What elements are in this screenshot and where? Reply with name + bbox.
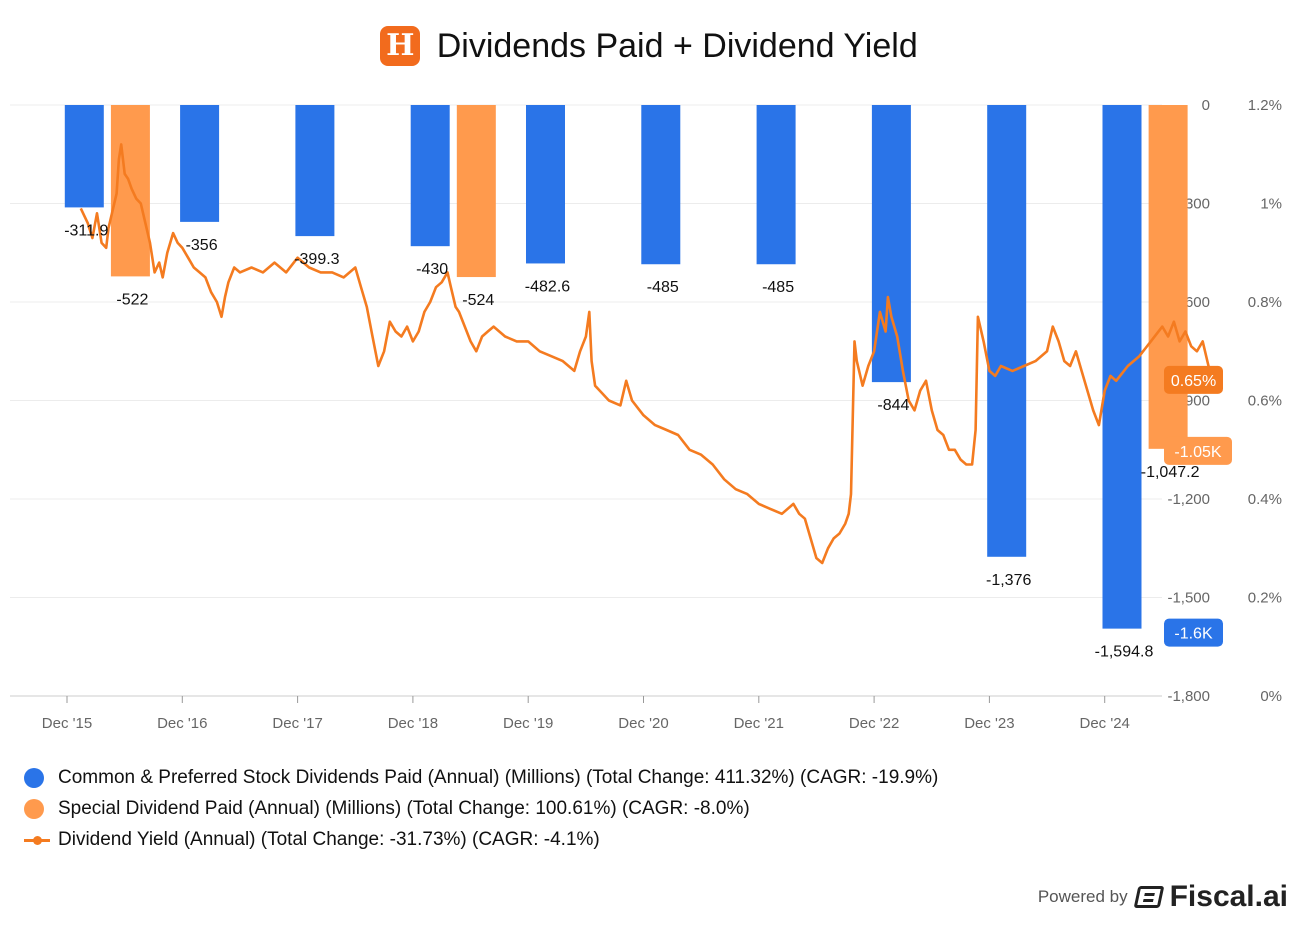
x-tick-label: Dec '23: [964, 715, 1014, 732]
y-left-tick-label: -1,500: [1167, 590, 1210, 607]
x-tick-label: Dec '20: [618, 715, 668, 732]
legend-label-common: Common & Preferred Stock Dividends Paid …: [58, 766, 939, 788]
special-dividend-badge-label: -1.05K: [1174, 444, 1221, 461]
chart-title: Dividends Paid + Dividend Yield: [436, 26, 918, 65]
common-dividend-bar: [525, 105, 565, 264]
x-tick-label: Dec '21: [734, 715, 784, 732]
y-right-tick-label: 1.2%: [1248, 97, 1282, 114]
x-tick-label: Dec '24: [1080, 715, 1130, 732]
common-dividend-data-label: -356: [186, 237, 218, 254]
common-dividend-data-label: -485: [762, 279, 794, 296]
legend-label-yield: Dividend Yield (Annual) (Total Change: -…: [58, 828, 600, 850]
special-dividend-data-label: -524: [462, 292, 494, 309]
legend: Common & Preferred Stock Dividends Paid …: [24, 762, 938, 855]
common-dividend-bar: [987, 105, 1027, 557]
brand-logo: Fiscal.ai: [1133, 880, 1288, 914]
common-dividend-bar: [756, 105, 796, 265]
legend-label-special: Special Dividend Paid (Annual) (Millions…: [58, 797, 750, 819]
special-dividend-badge: [1164, 436, 1232, 465]
legend-swatch-special: [24, 798, 44, 819]
x-tick-label: Dec '16: [157, 715, 207, 732]
chart-title-area: H Dividends Paid + Dividend Yield: [0, 26, 1298, 66]
x-tick-label: Dec '15: [42, 715, 92, 732]
fiscal-logo-icon: [1133, 886, 1164, 908]
common-dividend-data-label: -1,594.8: [1095, 644, 1154, 661]
common-dividend-data-label: -1,376: [986, 572, 1031, 589]
y-left-tick-label: -1,200: [1167, 491, 1210, 508]
x-tick-label: Dec '19: [503, 715, 553, 732]
common-dividend-data-label: -311.9: [64, 222, 108, 239]
common-dividend-badge-label: -1.6K: [1174, 626, 1213, 643]
common-dividend-bar: [64, 105, 104, 208]
common-dividend-data-label: -430: [416, 261, 448, 278]
y-right-tick-label: 1%: [1260, 196, 1282, 213]
y-right-tick-label: 0.6%: [1248, 393, 1282, 410]
dividend-yield-line: [79, 143, 1220, 565]
dividend-yield-badge: [1164, 365, 1223, 394]
y-left-tick-label: 0: [1202, 97, 1210, 114]
common-dividend-data-label: -485: [647, 279, 679, 296]
y-right-tick-label: 0.2%: [1248, 590, 1282, 607]
dividend-yield-badge-label: 0.65%: [1171, 373, 1216, 390]
common-dividend-data-label: -482.6: [525, 278, 570, 295]
company-logo: H: [380, 26, 421, 66]
special-dividend-bar: [456, 105, 496, 278]
common-dividend-badge: [1164, 618, 1223, 647]
special-dividend-data-label: -522: [116, 291, 148, 308]
x-tick-label: Dec '17: [272, 715, 322, 732]
common-dividend-bar: [180, 105, 220, 222]
chart-canvas: 0 1.2%-300 1%-600 0.8%-900 0.6%-1,200 0.4%-1,…: [10, 97, 1282, 732]
special-dividend-data-label: -1,047.2: [1141, 464, 1200, 481]
common-dividend-data-label: -844: [877, 397, 909, 414]
legend-item-common[interactable]: Common & Preferred Stock Dividends Paid …: [24, 762, 938, 793]
y-right-tick-label: 0.8%: [1248, 294, 1282, 311]
x-tick-label: Dec '18: [388, 715, 438, 732]
powered-by-label: Powered by: [1037, 887, 1128, 906]
special-dividend-bar: [1148, 105, 1188, 449]
x-tick-label: Dec '22: [849, 715, 899, 732]
legend-swatch-yield: [24, 830, 50, 850]
legend-item-special[interactable]: Special Dividend Paid (Annual) (Millions…: [24, 793, 938, 824]
brand-name: Fiscal.ai: [1169, 880, 1288, 913]
y-right-tick-label: 0%: [1260, 688, 1282, 705]
powered-by[interactable]: Powered by Fiscal.ai: [1038, 880, 1288, 914]
common-dividend-bar: [295, 105, 335, 237]
common-dividend-bar: [1102, 105, 1142, 629]
common-dividend-bar: [410, 105, 450, 247]
common-dividend-bar: [641, 105, 681, 265]
common-dividend-data-label: -399.3: [294, 251, 339, 268]
legend-swatch-common: [24, 767, 44, 788]
y-right-tick-label: 0.4%: [1248, 491, 1282, 508]
common-dividend-bar: [871, 105, 911, 383]
legend-item-yield[interactable]: Dividend Yield (Annual) (Total Change: -…: [24, 824, 938, 855]
y-left-tick-label: -1,800: [1167, 688, 1210, 705]
